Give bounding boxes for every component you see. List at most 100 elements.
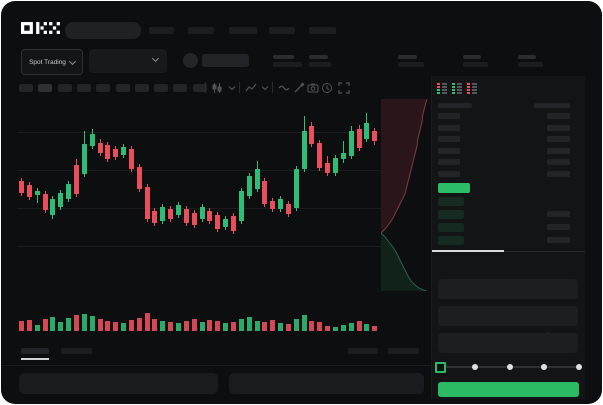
candle-body (333, 158, 338, 173)
draw-icon[interactable] (293, 82, 305, 94)
amount-input-skeleton[interactable] (438, 306, 578, 326)
ticker-stat-skeleton (398, 62, 424, 67)
buy-submit-button[interactable] (438, 382, 579, 397)
timeframe-button[interactable] (57, 84, 72, 92)
volume-bar (19, 321, 24, 331)
chart-tab-skeleton[interactable] (61, 348, 92, 354)
slider-stop[interactable] (471, 364, 478, 370)
nav-item-skeleton[interactable] (188, 27, 214, 34)
timeframe-button[interactable] (76, 84, 91, 92)
slider-stop[interactable] (506, 364, 513, 370)
nav-item-skeleton[interactable] (309, 27, 336, 34)
candle-body (285, 204, 291, 214)
volume-bar (207, 320, 213, 331)
ticker-stat-skeleton (463, 55, 481, 59)
volume-bar (191, 319, 197, 331)
chevron-down-icon[interactable] (261, 82, 269, 94)
wave-icon[interactable] (278, 82, 290, 94)
orderbook-bid-row[interactable] (438, 223, 464, 232)
amount-slider[interactable] (435, 362, 582, 373)
volume-bar (325, 326, 331, 331)
timeframe-button[interactable] (38, 84, 53, 92)
chart-option-skeleton[interactable] (388, 348, 419, 354)
volume-bar (246, 317, 252, 331)
volume-bar (183, 321, 189, 331)
candle-body (144, 187, 150, 219)
timeframe-button[interactable] (96, 84, 111, 92)
timeframe-button[interactable] (192, 84, 207, 92)
candle-wick (36, 188, 38, 203)
volume-bar (66, 318, 72, 331)
nav-item-skeleton[interactable] (149, 27, 174, 34)
volume-bar (81, 314, 87, 331)
chart-tab-active-skeleton[interactable] (21, 348, 49, 354)
candle-body (230, 216, 236, 231)
volume-bar (238, 319, 244, 331)
orderbook-header-skeleton (534, 103, 570, 108)
volume-bar (278, 323, 284, 331)
chevron-down-icon[interactable] (228, 82, 236, 94)
volume-bar (364, 324, 370, 331)
orderbook-view-bids-icon[interactable] (451, 82, 463, 94)
orderbook-depth-overlay (381, 98, 428, 291)
camera-icon[interactable] (307, 82, 319, 94)
orderbook-bid-row[interactable] (438, 197, 464, 206)
alert-icon[interactable] (321, 82, 333, 94)
okx-logo-icon[interactable] (21, 21, 61, 35)
slider-handle[interactable] (435, 362, 446, 373)
volume-bar (348, 323, 354, 331)
total-input-skeleton[interactable] (438, 333, 578, 353)
timeframe-button[interactable] (173, 84, 188, 92)
volume-bar (113, 322, 119, 331)
chart-option-skeleton[interactable] (348, 348, 378, 354)
orderbook-bid-row[interactable] (438, 210, 464, 219)
orderbook-ask-row[interactable] (438, 136, 460, 142)
nav-item-skeleton[interactable] (269, 27, 295, 34)
last-price-badge[interactable] (438, 183, 470, 193)
orderbook-ask-row[interactable] (438, 125, 460, 131)
timeframe-button[interactable] (19, 84, 33, 92)
candle-style-icon[interactable] (211, 82, 223, 94)
timeframe-button[interactable] (115, 84, 130, 92)
orderbook-view-combined-icon[interactable] (436, 82, 448, 94)
volume-bar (317, 322, 323, 331)
slider-stop[interactable] (576, 364, 582, 370)
volume-bar (73, 315, 79, 331)
product-selector-dropdown[interactable]: Spot Trading (21, 49, 83, 75)
orderbook-bid-row[interactable] (438, 236, 464, 245)
candle-body (207, 211, 213, 221)
tab-divider (432, 251, 585, 252)
price-input-skeleton[interactable] (438, 279, 578, 299)
candle-body (356, 129, 362, 148)
volume-bar (215, 321, 221, 331)
volume-bar (301, 315, 307, 331)
pair-selector-dropdown[interactable] (89, 49, 167, 73)
orderbook-ask-row[interactable] (438, 113, 460, 119)
slider-stop[interactable] (541, 364, 548, 370)
volume-bar (254, 321, 260, 331)
timeframe-button[interactable] (134, 84, 149, 92)
timeframe-button[interactable] (154, 84, 169, 92)
volume-bar (89, 316, 95, 331)
volume-bar (230, 322, 236, 331)
orderbook-view-asks-icon[interactable] (466, 82, 478, 94)
indicators-icon[interactable] (245, 82, 257, 94)
volume-bar (144, 313, 150, 331)
volume-bar (372, 326, 378, 331)
orderbook-ask-row[interactable] (438, 159, 460, 165)
fullscreen-icon[interactable] (338, 82, 350, 94)
volume-bar (333, 327, 338, 331)
pair-name-skeleton (202, 54, 249, 67)
nav-item-skeleton[interactable] (229, 27, 257, 34)
volume-bar (293, 319, 299, 331)
orderbook-ask-size (547, 148, 570, 154)
orderbook-ask-row[interactable] (438, 171, 460, 177)
gridline (17, 170, 381, 171)
orderbook-ask-row[interactable] (438, 148, 460, 154)
gridline (17, 208, 381, 209)
volume-bar (105, 321, 111, 331)
search-input[interactable] (65, 22, 141, 39)
volume-bar (152, 319, 158, 331)
candle-body (113, 149, 119, 157)
